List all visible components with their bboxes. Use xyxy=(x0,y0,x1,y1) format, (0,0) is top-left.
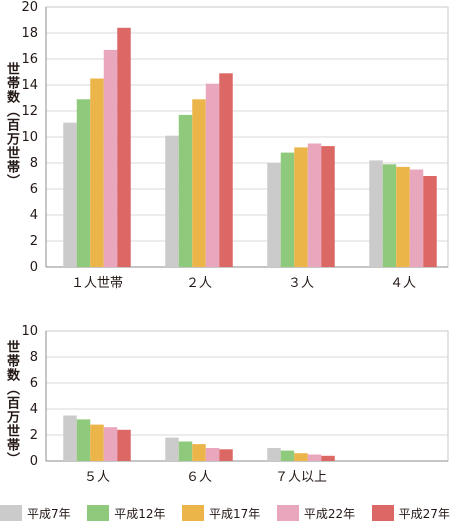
y-tick-label: 18 xyxy=(21,26,38,41)
bar xyxy=(382,164,397,267)
bar xyxy=(76,99,91,267)
bar xyxy=(117,429,131,461)
y-tick-label: 2 xyxy=(30,234,38,249)
bar xyxy=(294,453,308,461)
bar xyxy=(307,454,322,461)
y-tick-label: 6 xyxy=(30,376,38,391)
bar xyxy=(409,169,424,267)
bar xyxy=(280,152,295,267)
y-tick-label: 8 xyxy=(30,156,38,171)
chart-2-y-axis-label: 世帯数（百万世帯） xyxy=(4,340,19,466)
y-tick-label: 10 xyxy=(21,324,38,339)
legend-label: 平成22年 xyxy=(303,506,356,521)
bar xyxy=(165,135,179,267)
bar xyxy=(178,114,193,268)
legend-label: 平成27年 xyxy=(398,506,450,521)
bar xyxy=(219,73,233,267)
x-category-label: ６人 xyxy=(186,470,212,485)
legend-swatch xyxy=(371,505,394,521)
legend-item: 平成12年 xyxy=(87,505,165,522)
y-tick-label: 10 xyxy=(21,130,38,145)
bar xyxy=(369,160,383,267)
y-tick-label: 16 xyxy=(21,52,38,67)
x-category-label: ４人 xyxy=(390,276,416,291)
bar xyxy=(205,83,220,267)
x-category-label: ２人 xyxy=(186,276,212,291)
bar xyxy=(307,143,322,267)
bar xyxy=(103,49,118,268)
bar xyxy=(192,444,206,461)
legend-item: 平成27年 xyxy=(371,505,450,522)
legend-swatch xyxy=(182,505,205,521)
bar xyxy=(267,163,281,267)
y-tick-label: 2 xyxy=(30,428,38,443)
y-tick-label: 4 xyxy=(30,208,38,223)
bar xyxy=(117,27,131,267)
y-tick-label: 12 xyxy=(21,104,38,119)
bar xyxy=(396,166,410,267)
x-category-label: ３人 xyxy=(288,276,314,291)
bar xyxy=(90,424,104,461)
bar xyxy=(321,455,335,461)
x-category-label: ５人 xyxy=(84,470,110,485)
x-category-label: １人世帯 xyxy=(71,276,123,291)
chart-canvas: 0 2 4 6 8 10 12 14 16 18 20 １人世帯 ２人 ３人 ４人 0 2 4 6 8 10 ５人 ６人 ７人… xyxy=(21,0,449,485)
legend-label: 平成12年 xyxy=(114,506,166,521)
chart-1-y-axis-label: 世帯数（百万世帯） xyxy=(4,62,19,188)
legend-item: 平成22年 xyxy=(276,505,356,522)
bar xyxy=(63,122,77,267)
legend-item: 平成17年 xyxy=(182,505,260,522)
legend-item: 平成7年 xyxy=(0,505,71,522)
legend-swatch xyxy=(276,505,299,521)
bar xyxy=(76,419,91,461)
bar xyxy=(63,415,77,461)
bar xyxy=(267,448,281,461)
y-tick-label: 0 xyxy=(30,260,38,275)
bar xyxy=(165,437,179,461)
y-tick-label: 14 xyxy=(21,78,38,93)
bar xyxy=(192,99,206,267)
legend: 平成7年 平成12年 平成17年 平成22年 平成27年 xyxy=(0,502,450,524)
legend-label: 平成17年 xyxy=(209,506,261,521)
bar xyxy=(205,448,220,461)
y-tick-label: 4 xyxy=(30,402,38,417)
bar xyxy=(219,449,233,461)
bar xyxy=(178,441,193,461)
y-tick-label: 8 xyxy=(30,350,38,365)
y-tick-label: 20 xyxy=(21,0,38,15)
bar xyxy=(321,146,335,267)
bar xyxy=(423,176,437,267)
legend-swatch xyxy=(87,505,110,521)
y-tick-label: 6 xyxy=(30,182,38,197)
bar xyxy=(294,147,308,267)
bar xyxy=(90,78,104,267)
bar xyxy=(280,450,295,461)
x-category-label: ７人以上 xyxy=(275,470,327,485)
y-tick-label: 0 xyxy=(30,454,38,469)
legend-swatch xyxy=(0,505,22,521)
bar xyxy=(103,427,118,461)
legend-label: 平成7年 xyxy=(27,506,71,521)
